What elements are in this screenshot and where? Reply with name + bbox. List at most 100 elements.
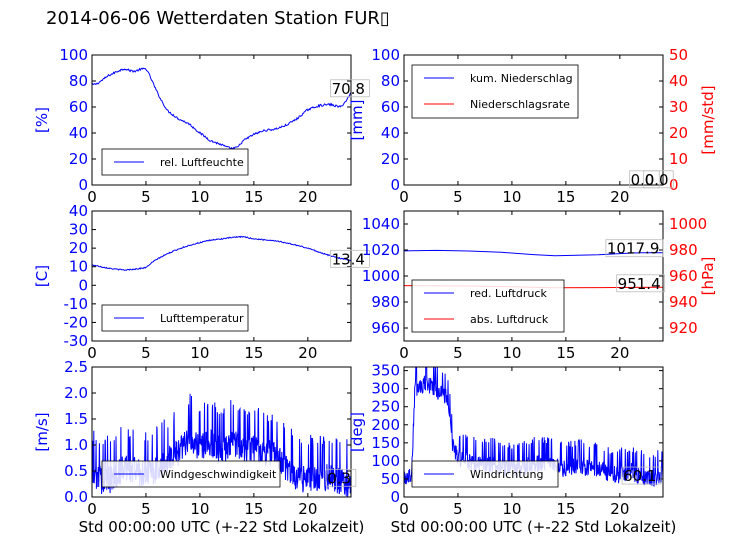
panel-precipitation: 0 5 10 15 20 0 20 40 60 80 100 0 10 20 30 40 50 [mm] [mm/s… (348, 46, 717, 206)
y-tick-label: 250 (371, 398, 400, 416)
y-tick-label: 20 (69, 150, 88, 168)
last-value-annotation: 13.4 (332, 250, 365, 268)
last-value-annotation: 0.0 (631, 171, 655, 189)
y-tick-label: 980 (371, 293, 400, 311)
last-value-annotation: 1017.9 (607, 240, 660, 258)
legend-label: kum. Niederschlag (470, 72, 573, 85)
x-tick-label: 15 (244, 344, 263, 362)
x-tick-label: 20 (610, 188, 629, 206)
x-axis-label: Std 00:00:00 UTC (+-22 Std Lokalzeit) (79, 518, 365, 536)
y-axis-label: [C] (33, 265, 51, 287)
y2-tick-label: 980 (669, 241, 698, 259)
x-tick-label: 5 (141, 188, 151, 206)
x-tick-label: 10 (502, 344, 521, 362)
y2-tick-label: 50 (669, 46, 688, 64)
series-line-humidity-0 (92, 67, 351, 150)
x-tick-label: 5 (453, 344, 463, 362)
x-tick-label: 20 (298, 344, 317, 362)
x-tick-label: 5 (141, 344, 151, 362)
legend-temperature: Lufttemperatur (101, 304, 249, 332)
y-tick-label: 0 (78, 176, 88, 194)
y-tick-label: 80 (381, 72, 400, 90)
series-line-winddirection-0 (404, 367, 663, 487)
last-value-annotation: 60.1 (623, 467, 656, 485)
y-tick-label: 1040 (362, 215, 400, 233)
y2-tick-label: 940 (669, 293, 698, 311)
y-tick-label: 80 (69, 72, 88, 90)
legend-label: Niederschlagsrate (470, 98, 570, 111)
annotation-box (605, 239, 664, 258)
y-tick-label: 1.5 (64, 410, 88, 428)
y-tick-label: 1020 (362, 241, 400, 259)
series-line-pressure-0 (404, 249, 663, 257)
legend-box (411, 64, 579, 119)
last-value-annotation: 0.3 (327, 469, 351, 487)
x-tick-label: 20 (298, 188, 317, 206)
legend-precipitation: kum. Niederschlag Niederschlagsrate (411, 64, 579, 119)
x-tick-label: 15 (556, 344, 575, 362)
x-tick-label: 0 (87, 188, 97, 206)
y-tick-label: 0 (390, 176, 400, 194)
panel-humidity: 0 5 10 15 20 0 20 40 60 80 100 [%] rel. Luftfeuchte 7… (33, 46, 370, 206)
panel-windspeed: 0 5 10 15 20 0.0 0.5 1.0 1.5 2.0 2.5 [m/s] Std 00:00… (33, 358, 364, 536)
y-tick-label: 0 (390, 488, 400, 506)
last-value-annotation: 0.0 (645, 171, 669, 189)
legend-pressure: red. Luftdruck abs. Luftdruck (411, 279, 565, 333)
x-tick-label: 10 (190, 344, 209, 362)
y-tick-label: -10 (64, 295, 89, 313)
y-tick-label: 2.0 (64, 384, 88, 402)
y2-tick-label: 30 (669, 98, 688, 116)
y-tick-label: -20 (64, 313, 89, 331)
annotation-box (643, 170, 674, 189)
y-tick-label: 100 (371, 46, 400, 64)
legend-windspeed: Windgeschwindigkeit (101, 460, 281, 488)
x-tick-label: 10 (190, 188, 209, 206)
legend-label: red. Luftdruck (470, 287, 547, 300)
x-tick-label: 20 (298, 500, 317, 518)
y2-tick-label: 960 (669, 267, 698, 285)
y-tick-label: 1000 (362, 267, 400, 285)
x-tick-label: 15 (244, 188, 263, 206)
y-tick-label: 960 (371, 319, 400, 337)
y-tick-label: 60 (69, 98, 88, 116)
panel-pressure: 0 5 10 15 20 960 980 1000 1020 1040 920 940 960 980 10… (362, 210, 717, 362)
x-axis-label: Std 00:00:00 UTC (+-22 Std Lokalzeit) (391, 518, 677, 536)
y-tick-label: 40 (381, 124, 400, 142)
y-tick-label: 50 (381, 470, 400, 488)
series-line-temperature-0 (92, 235, 351, 272)
y-tick-label: 150 (371, 434, 400, 452)
x-tick-label: 0 (399, 500, 409, 518)
legend-label: Windgeschwindigkeit (160, 468, 277, 481)
x-tick-label: 15 (244, 500, 263, 518)
x-tick-label: 5 (453, 188, 463, 206)
y-axis-label: [mm] (348, 100, 366, 141)
annotation-box (621, 466, 662, 485)
last-value-annotation: 70.8 (332, 80, 365, 98)
x-tick-label: 15 (556, 500, 575, 518)
figure-title: 2014-06-06 Wetterdaten Station FUR▯ (46, 8, 390, 29)
legend-box (411, 279, 565, 333)
y-tick-label: 0.0 (64, 488, 88, 506)
x-tick-label: 20 (610, 344, 629, 362)
plot-frame (91, 366, 352, 498)
y-tick-label: 0.5 (64, 462, 88, 480)
x-tick-label: 0 (399, 188, 409, 206)
legend-label: Windrichtung (470, 468, 543, 481)
y2-tick-label: 920 (669, 319, 698, 337)
y-tick-label: 300 (371, 380, 400, 398)
y2-axis-label: [hPa] (699, 257, 717, 296)
x-tick-label: 10 (502, 500, 521, 518)
y-tick-label: 1.0 (64, 436, 88, 454)
y-tick-label: 100 (59, 46, 88, 64)
y-axis-label: [deg] (348, 412, 366, 452)
annotation-box (616, 274, 666, 293)
y-tick-label: 60 (381, 98, 400, 116)
y-tick-label: 40 (69, 124, 88, 142)
y-tick-label: 30 (69, 221, 88, 239)
y-tick-label: 20 (69, 239, 88, 257)
x-tick-label: 20 (610, 500, 629, 518)
x-tick-label: 5 (141, 500, 151, 518)
y-tick-label: 20 (381, 150, 400, 168)
